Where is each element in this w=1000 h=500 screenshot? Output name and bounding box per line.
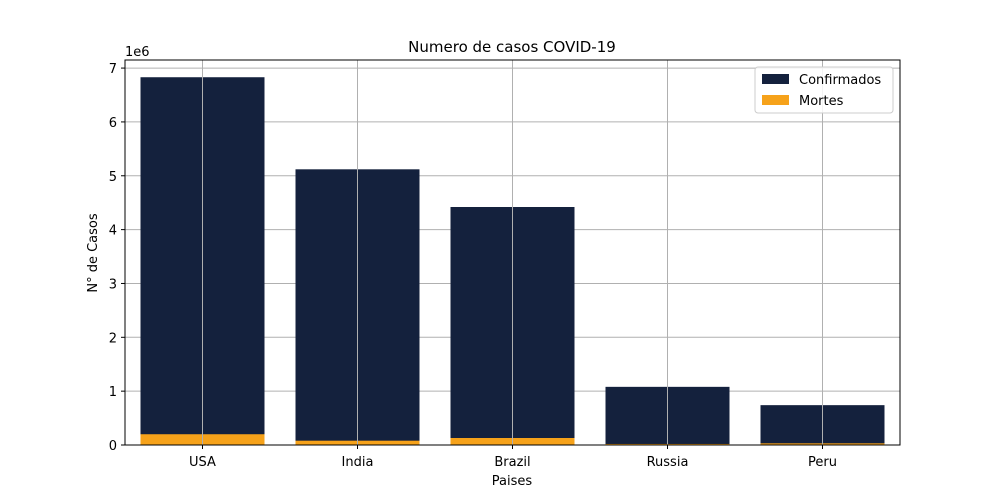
y-tick-label: 1 <box>109 385 117 400</box>
xgrid-layer <box>202 60 823 445</box>
y-axis-label: N° de Casos <box>86 213 101 293</box>
x-tick-label: USA <box>189 455 216 470</box>
legend-label-confirmados: Confirmados <box>799 73 881 88</box>
y-tick-label: 0 <box>109 439 117 454</box>
y-tick-label: 5 <box>109 170 117 185</box>
x-axis-label: Paises <box>492 474 533 489</box>
legend-swatch-confirmados <box>762 74 789 84</box>
x-axis-ticks: USA India Brazil Russia Peru <box>189 445 837 470</box>
x-tick-label: Peru <box>808 455 837 470</box>
legend-swatch-mortes <box>762 95 789 105</box>
legend-box <box>754 66 894 114</box>
y-tick-label: 6 <box>109 116 117 131</box>
legend-label-mortes: Mortes <box>799 94 844 109</box>
chart-title: Numero de casos COVID-19 <box>408 38 616 56</box>
legend: Confirmados Mortes <box>754 66 894 114</box>
x-tick-label: Brazil <box>494 455 530 470</box>
y-tick-label: 4 <box>109 224 117 239</box>
y-offset-label: 1e6 <box>125 45 150 60</box>
x-tick-label: Russia <box>647 455 689 470</box>
y-tick-label: 7 <box>109 62 117 77</box>
y-tick-label: 3 <box>109 277 117 292</box>
y-axis-ticks: 0 1 2 3 4 5 6 7 <box>109 62 125 454</box>
y-tick-label: 2 <box>109 331 117 346</box>
x-tick-label: India <box>342 455 374 470</box>
